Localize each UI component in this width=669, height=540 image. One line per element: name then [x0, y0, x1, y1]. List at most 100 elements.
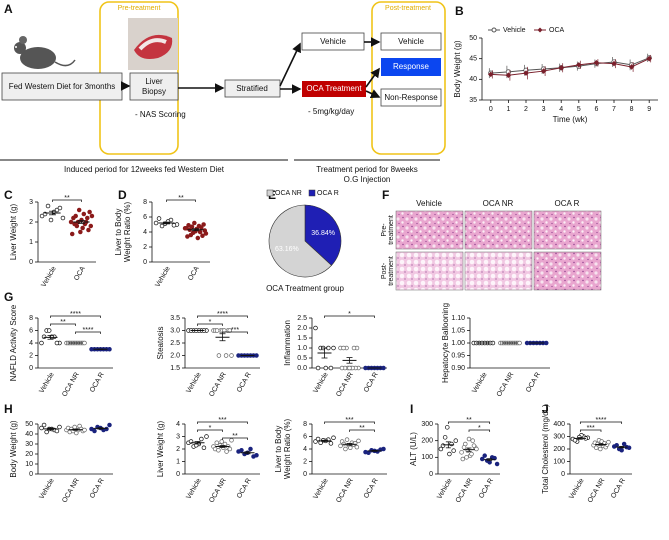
legend-swatch — [266, 189, 274, 197]
data-point — [39, 340, 44, 346]
data-point — [248, 446, 253, 452]
significance-label: * — [478, 425, 481, 432]
marker — [488, 71, 494, 78]
y-tick-label: 4 — [303, 446, 307, 453]
data-point — [195, 235, 201, 241]
y-tick-label: 1.10 — [451, 315, 465, 322]
data-point — [621, 441, 627, 447]
data-point — [183, 226, 189, 231]
data-point — [54, 340, 60, 346]
y-tick-label: 0 — [29, 259, 33, 266]
legend-label: OCA — [549, 27, 565, 34]
data-point — [344, 437, 350, 442]
data-point — [80, 225, 85, 231]
data-point — [72, 221, 77, 227]
row-label: treatment — [388, 256, 395, 286]
data-point — [354, 444, 360, 450]
panel-letter: D — [118, 188, 127, 202]
legend-swatch — [308, 189, 316, 197]
significance-bracket — [222, 437, 248, 440]
y-tick-label: 40 — [469, 76, 477, 83]
response-label: Response — [393, 62, 430, 71]
y-tick-label: 100 — [421, 454, 433, 461]
data-point — [201, 445, 207, 451]
data-point — [104, 426, 109, 432]
data-point — [185, 234, 190, 239]
data-point — [200, 233, 205, 239]
y-axis-label: Liver Weight (g) — [9, 204, 18, 261]
data-point — [224, 449, 229, 454]
row-label: Pre- — [381, 223, 388, 237]
y-tick-label: 3.0 — [170, 327, 180, 334]
data-point — [204, 434, 209, 439]
post-label: Post-treatment — [385, 5, 431, 12]
marker — [646, 55, 652, 62]
y-axis-label: NAFLD Activity Score — [9, 304, 18, 381]
panel-letter: G — [4, 290, 13, 304]
y-tick-label: 40 — [25, 431, 33, 438]
significance-label: ** — [178, 195, 184, 202]
series-line — [490, 58, 650, 76]
biopsy-label: Biopsy — [142, 87, 166, 96]
tissue-image — [464, 251, 533, 291]
data-point — [494, 461, 500, 467]
data-point — [71, 215, 76, 221]
data-point — [54, 207, 60, 213]
y-tick-label: 45 — [469, 56, 477, 63]
data-point — [57, 205, 63, 211]
post-vehicle-label: Vehicle — [398, 37, 424, 46]
data-point — [214, 440, 220, 446]
panel-letter: I — [410, 402, 413, 416]
tissue-image — [533, 251, 602, 291]
significance-label: **** — [217, 311, 228, 318]
y-tick-label: 50 — [25, 421, 33, 428]
marker — [558, 64, 564, 71]
panel-letter: C — [4, 188, 13, 202]
data-point — [343, 446, 348, 452]
significance-bracket — [447, 421, 491, 424]
x-tick-label: 9 — [647, 106, 651, 113]
data-point — [464, 455, 469, 460]
x-tick-label: 3 — [542, 106, 546, 113]
y-tick-label: 1.00 — [451, 340, 465, 347]
data-point — [466, 436, 472, 442]
y-tick-label: 2 — [29, 352, 33, 359]
x-tick-label: 1 — [506, 106, 510, 113]
data-point — [445, 425, 450, 430]
y-tick-label: 0 — [303, 471, 307, 478]
significance-bracket — [50, 323, 76, 326]
series-line — [490, 57, 650, 74]
y-tick-label: 4 — [29, 340, 33, 347]
y-tick-label: 300 — [421, 421, 433, 428]
data-point — [453, 438, 459, 443]
marker — [611, 60, 617, 67]
y-tick-label: 1 — [29, 239, 33, 246]
y-tick-label: 0.0 — [297, 365, 307, 372]
data-point — [239, 448, 244, 453]
nas-label: - NAS Scoring — [135, 110, 186, 119]
diet-label: Fed Western Diet for 3months — [9, 82, 116, 91]
data-point — [459, 450, 464, 455]
significance-bracket — [166, 199, 196, 202]
y-tick-label: 1.5 — [170, 365, 180, 372]
y-tick-label: 300 — [553, 433, 565, 440]
y-axis-label: Weight Ratio (%) — [123, 202, 132, 263]
panel-letter: A — [4, 2, 13, 16]
significance-bracket — [52, 199, 82, 202]
tissue-image — [464, 210, 533, 250]
y-tick-label: 6 — [303, 433, 307, 440]
y-tick-label: 3.5 — [170, 315, 180, 322]
y-tick-label: 0.95 — [451, 352, 465, 359]
data-point — [223, 353, 229, 358]
data-point — [171, 223, 177, 228]
significance-bracket — [222, 331, 248, 334]
marker — [505, 72, 512, 79]
y-tick-label: 200 — [553, 446, 565, 453]
data-point — [351, 345, 357, 351]
data-point — [366, 450, 371, 456]
x-tick-label: 0 — [489, 106, 493, 113]
stratified-label: Stratified — [236, 84, 268, 93]
data-point — [89, 213, 95, 219]
data-point — [82, 340, 87, 346]
